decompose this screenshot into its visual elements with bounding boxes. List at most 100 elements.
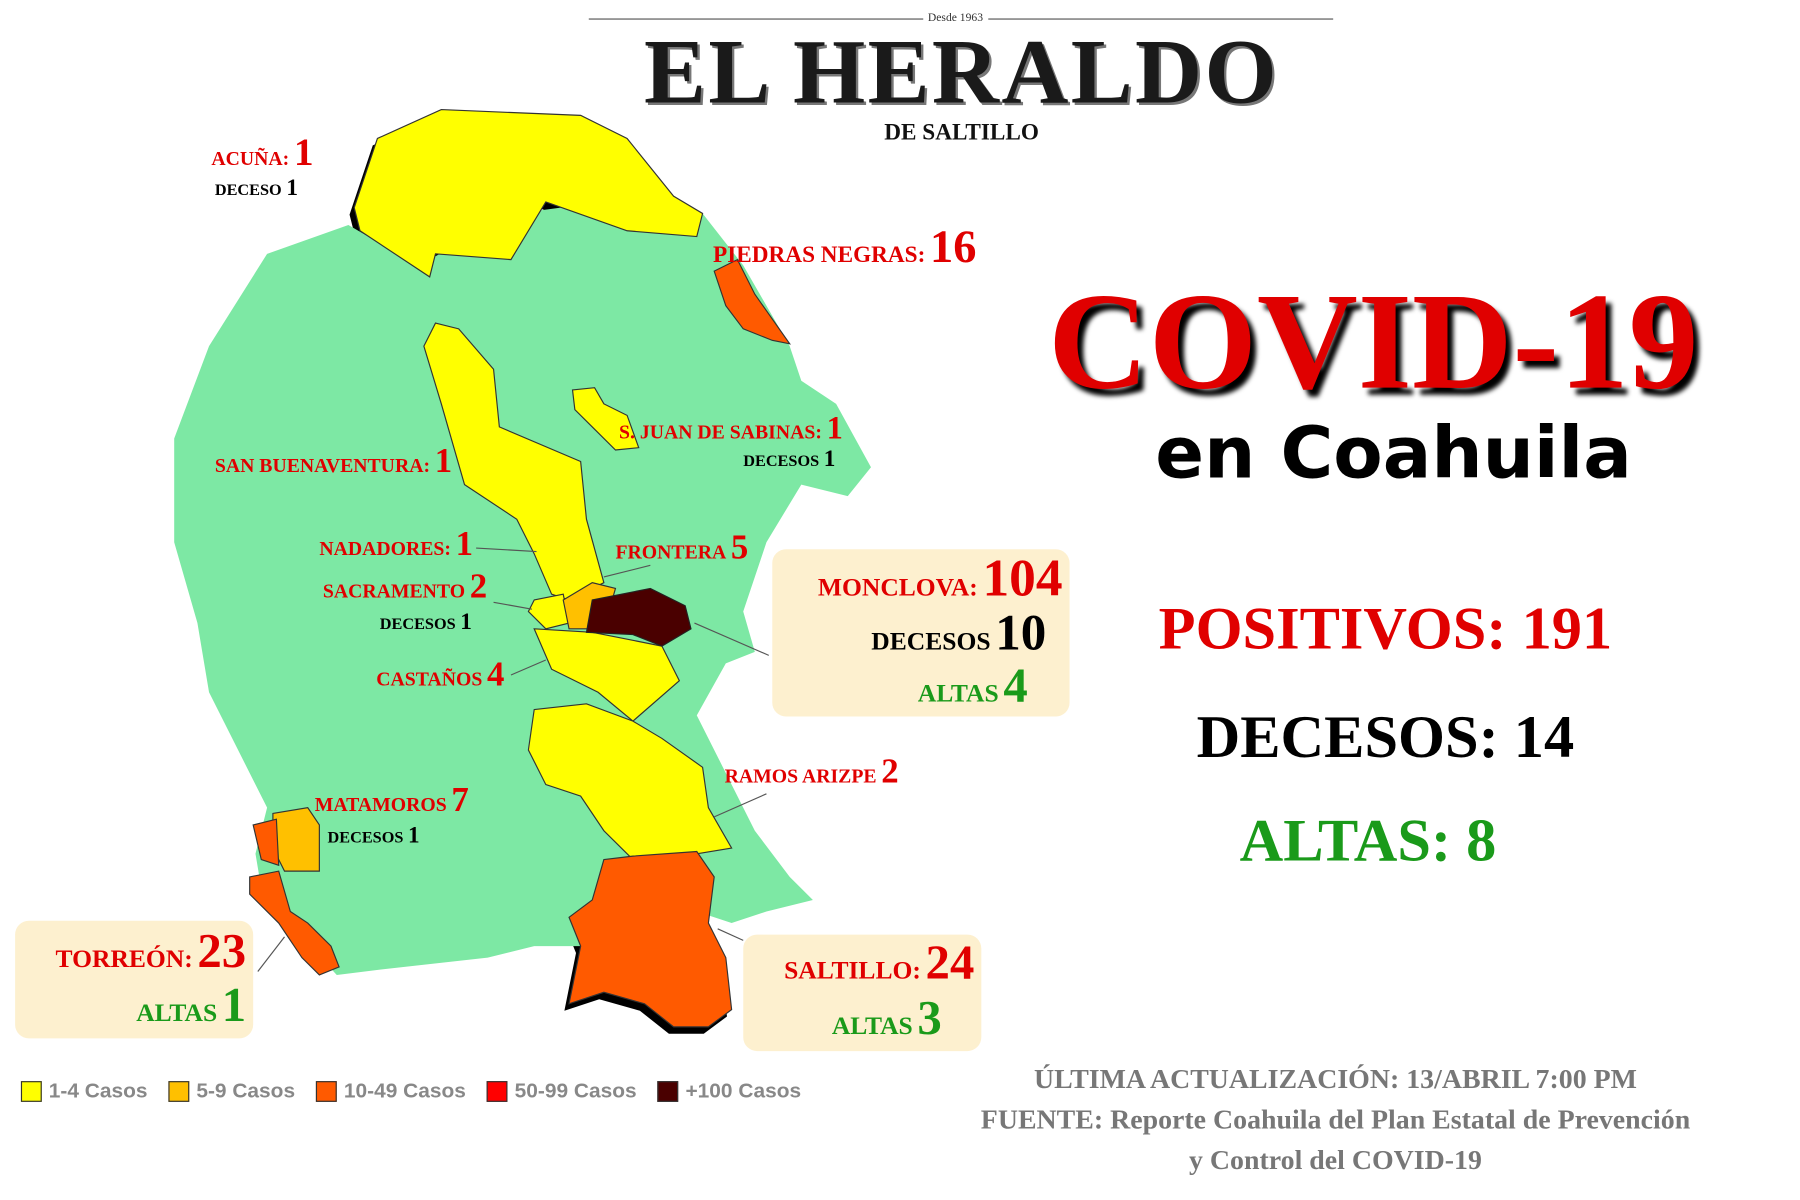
legend-label: 1-4 Casos: [48, 1078, 148, 1102]
name: RAMOS ARIZPE: [724, 764, 877, 787]
deaths-sjuan: DECESOS 1: [743, 448, 835, 471]
region-sacramento: [527, 593, 570, 630]
torreon-cases: TORREÓN: 23: [56, 928, 247, 976]
deaths-label: DECESOS: [871, 626, 991, 656]
deaths-acuna: DECESO 1: [215, 177, 298, 200]
headline-subtitle: en Coahuila: [1155, 410, 1632, 495]
cases: 4: [486, 655, 505, 694]
swatch-1-4: [20, 1080, 42, 1102]
region-acuna: [353, 109, 704, 278]
region-monclova: [585, 587, 692, 647]
logo-title: EL HERALDO: [644, 21, 1280, 124]
label-castanos: CASTAÑOS 4: [376, 655, 505, 694]
label-ramos-arizpe: RAMOS ARIZPE 2: [724, 752, 899, 791]
deaths-label: DECESO: [214, 182, 282, 200]
label-acuna: ACUÑA: 1: [211, 131, 314, 175]
region-ramos-arizpe: [527, 703, 733, 861]
label-sjuan: S. JUAN DE SABINAS: 1: [618, 410, 843, 447]
name: SACRAMENTO: [322, 580, 466, 603]
headline-title: COVID-19: [1048, 264, 1699, 418]
region-torreon: [249, 870, 340, 976]
name: TORREÓN:: [55, 943, 193, 973]
name: MATAMOROS: [314, 793, 447, 816]
recovered: 3: [917, 992, 942, 1046]
recovered-label: ALTAS: [917, 678, 999, 708]
swatch-50-99: [486, 1080, 508, 1102]
saltillo-cases: SALTILLO: 24: [784, 939, 974, 987]
label-nadadores: NADADORES: 1: [319, 527, 473, 562]
cases: 1: [455, 524, 474, 564]
cases: 7: [451, 781, 469, 820]
swatch-100-plus: [657, 1080, 679, 1102]
cases: 1: [434, 441, 453, 480]
leader-lines: [257, 547, 770, 972]
source-line-1: FUENTE: Reporte Coahuila del Plan Estata…: [980, 1105, 1691, 1136]
monclova-cases: MONCLOVA: 104: [817, 551, 1063, 605]
torreon-recovered: ALTAS 1: [136, 982, 246, 1030]
coahuila-map: [174, 109, 871, 1034]
deaths-label: DECESOS: [379, 616, 456, 634]
legend-item: 1-4 Casos: [20, 1078, 148, 1103]
deaths-label: DECESOS: [743, 453, 820, 471]
legend-label: 10-49 Casos: [343, 1078, 466, 1102]
torreon-box: TORREÓN: 23 ALTAS 1: [15, 920, 254, 1039]
deaths: 1: [460, 609, 472, 635]
region-castanos: [533, 628, 681, 722]
cases: 1: [293, 131, 314, 175]
name: ACUÑA:: [211, 147, 290, 170]
name: SAN BUENAVENTURA:: [214, 454, 431, 477]
recovered-label: ALTAS: [136, 998, 218, 1027]
total-altas: ALTAS: 8: [1239, 808, 1497, 875]
name: FRONTERA: [615, 541, 727, 564]
monclova-recovered: ALTAS 4: [918, 662, 1028, 710]
label-san-buenaventura: SAN BUENAVENTURA: 1: [215, 444, 452, 479]
name: CASTAÑOS: [376, 668, 483, 690]
source-line-2: y Control del COVID-19: [1189, 1145, 1482, 1176]
saltillo-box: SALTILLO: 24 ALTAS 3: [743, 934, 982, 1052]
recovered-label: ALTAS: [831, 1010, 913, 1040]
label-piedras-negras: PIEDRAS NEGRAS: 16: [713, 223, 976, 270]
cases: 2: [881, 752, 899, 791]
deaths: 1: [286, 175, 298, 201]
total-decesos: DECESOS: 14: [1196, 704, 1575, 771]
swatch-5-9: [168, 1080, 190, 1102]
legend-item: 50-99 Casos: [486, 1078, 637, 1103]
label-sacramento: SACRAMENTO 2: [322, 567, 488, 606]
region-piedras-negras: [713, 258, 791, 345]
cases: 2: [469, 567, 488, 606]
monclova-deaths: DECESOS 10: [871, 604, 1047, 662]
recovered: 1: [221, 979, 247, 1033]
deaths-sacramento: DECESOS 1: [380, 610, 472, 633]
since-text: Desde 1963: [923, 11, 988, 26]
label-frontera: FRONTERA 5: [615, 528, 749, 567]
name: SALTILLO:: [784, 955, 921, 985]
last-updated: ÚLTIMA ACTUALIZACIÓN: 13/ABRIL 7:00 PM: [1034, 1064, 1637, 1095]
legend-label: 50-99 Casos: [514, 1078, 637, 1102]
swatch-10-49: [315, 1080, 337, 1102]
legend-item: 10-49 Casos: [315, 1078, 466, 1103]
legend-item: 5-9 Casos: [168, 1079, 295, 1103]
region-sjuan: [571, 387, 640, 451]
monclova-box: MONCLOVA: 104 DECESOS 10 ALTAS 4: [772, 549, 1070, 717]
recovered: 4: [1003, 659, 1028, 714]
name: PIEDRAS NEGRAS:: [713, 242, 926, 268]
deaths: 1: [823, 446, 836, 472]
legend-item: +100 Casos: [657, 1078, 802, 1103]
legend-label: 5-9 Casos: [196, 1078, 296, 1102]
legend-label: +100 Casos: [685, 1078, 802, 1102]
cases: 1: [826, 410, 843, 447]
cases: 24: [925, 936, 975, 990]
deaths: 10: [995, 604, 1047, 662]
region-viesca: [252, 818, 280, 867]
name: S. JUAN DE SABINAS:: [618, 421, 822, 444]
deaths: 1: [408, 822, 420, 849]
logo-subtitle: DE SALTILLO: [884, 119, 1039, 146]
name: MONCLOVA:: [817, 572, 978, 602]
region-saltillo: [568, 850, 733, 1028]
total-positivos: POSITIVOS: 191: [1158, 596, 1613, 663]
cases: 104: [982, 548, 1063, 607]
name: NADADORES:: [319, 537, 451, 560]
label-matamoros: MATAMOROS 7: [315, 783, 469, 818]
cases: 5: [730, 528, 749, 567]
